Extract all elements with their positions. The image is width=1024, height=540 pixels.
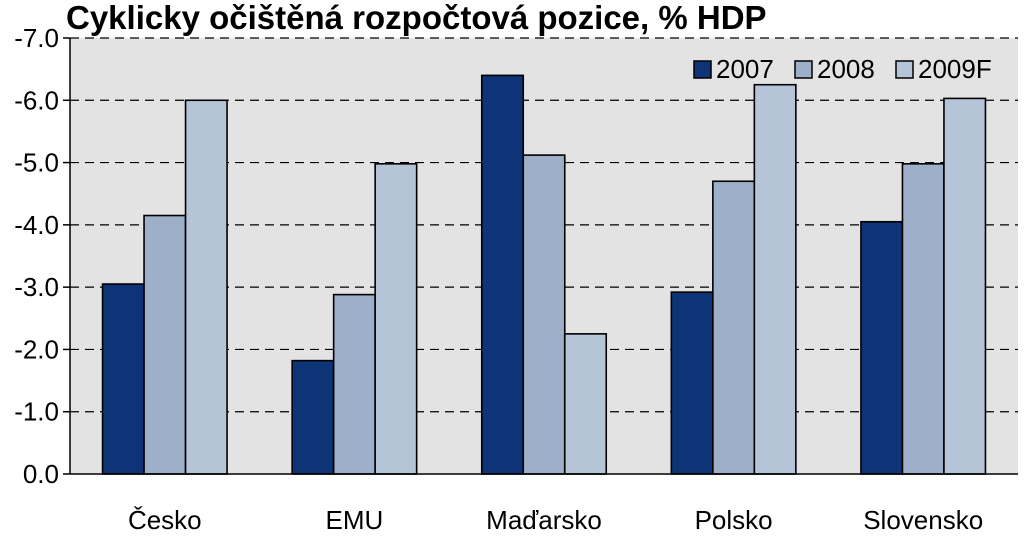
legend-label: 2009F xyxy=(918,54,992,84)
legend-swatch xyxy=(693,60,712,79)
x-category-label: Slovensko xyxy=(863,505,983,535)
legend: 2007 2008 2009F xyxy=(693,54,992,84)
y-tick-label: -5.0 xyxy=(14,148,59,178)
bars xyxy=(101,74,987,475)
y-tick-label: -4.0 xyxy=(14,210,59,240)
bar-2009F-2 xyxy=(374,163,418,475)
x-category-label: Polsko xyxy=(695,505,773,535)
bar-2007-5 xyxy=(860,220,904,475)
legend-label: 2008 xyxy=(817,54,875,84)
bar-2009F-3 xyxy=(563,333,608,475)
y-tick-label: 0.0 xyxy=(23,459,59,489)
legend-swatch xyxy=(895,60,914,79)
x-axis: Česko EMU Maďarsko Polsko Slovensko xyxy=(70,473,1018,535)
bar-2008-5 xyxy=(901,163,945,475)
bar-2009F-1 xyxy=(184,99,228,475)
bar-2007-3 xyxy=(480,74,525,475)
bar-2008-1 xyxy=(143,214,187,475)
bar-2008-4 xyxy=(712,180,756,475)
x-category-label: Česko xyxy=(128,505,202,535)
x-category-label: EMU xyxy=(326,505,384,535)
bar-2009F-5 xyxy=(943,97,987,475)
y-tick-label: -3.0 xyxy=(14,272,59,302)
bar-2007-2 xyxy=(291,359,335,475)
x-category-label: Maďarsko xyxy=(486,505,602,535)
y-tick-label: -6.0 xyxy=(14,85,59,115)
y-tick-label: -1.0 xyxy=(14,397,59,427)
y-tick-label: -7.0 xyxy=(14,23,59,53)
chart-title: Cyklicky očištěná rozpočtová pozice, % H… xyxy=(66,0,767,36)
bar-2008-3 xyxy=(522,154,566,475)
bar-2007-4 xyxy=(670,291,714,475)
bar-2008-2 xyxy=(332,293,376,475)
legend-swatch xyxy=(794,60,813,79)
legend-label: 2007 xyxy=(716,54,774,84)
bar-2009F-4 xyxy=(753,83,797,475)
y-axis: 0.0 -1.0 -2.0 -3.0 -4.0 -5.0 -6.0 -7.0 xyxy=(14,23,71,489)
bar-2007-1 xyxy=(101,283,145,475)
y-tick-label: -2.0 xyxy=(14,334,59,364)
